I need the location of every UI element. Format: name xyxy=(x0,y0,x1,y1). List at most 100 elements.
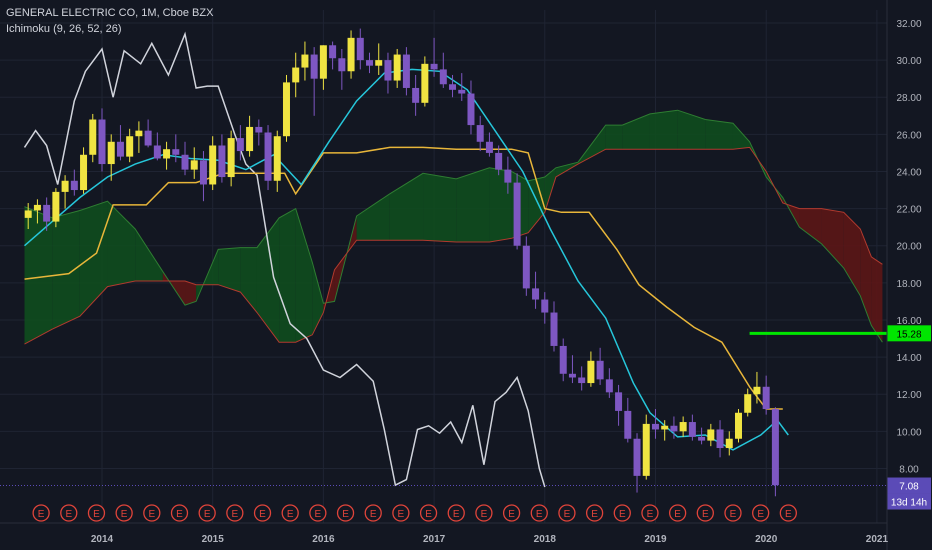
earnings-marker[interactable]: E xyxy=(530,504,548,522)
candle-body xyxy=(412,87,420,103)
cloud-segment xyxy=(860,229,872,326)
candle xyxy=(670,416,678,439)
earnings-marker[interactable]: E xyxy=(253,504,272,522)
candle-body xyxy=(116,141,124,157)
earnings-circle xyxy=(724,504,742,522)
earnings-circle xyxy=(60,504,78,522)
candle xyxy=(707,423,715,447)
candle-body xyxy=(301,54,309,68)
cloud-segment xyxy=(185,280,197,306)
cloud-segment xyxy=(135,229,163,281)
cloud-segment xyxy=(162,271,186,306)
earnings-marker[interactable]: E xyxy=(447,504,465,522)
earnings-marker[interactable]: E xyxy=(392,504,410,522)
candle xyxy=(393,48,401,88)
candle xyxy=(578,366,586,391)
candle-body xyxy=(633,438,641,476)
cloud-segment xyxy=(528,177,545,233)
candle-body xyxy=(402,54,410,88)
candle-body xyxy=(236,138,244,152)
earnings-label: E xyxy=(38,509,45,520)
candle-body xyxy=(716,429,724,449)
earnings-marker[interactable]: E xyxy=(143,504,161,522)
candle xyxy=(236,125,244,161)
earnings-marker[interactable]: E xyxy=(336,504,355,522)
earnings-marker[interactable]: E xyxy=(668,504,687,522)
earnings-label: E xyxy=(591,509,598,520)
earnings-marker[interactable]: E xyxy=(419,504,438,522)
earnings-marker[interactable]: E xyxy=(724,504,742,522)
candle xyxy=(412,74,420,116)
candle-body xyxy=(725,438,733,449)
candle xyxy=(246,115,254,157)
candle xyxy=(43,197,51,231)
earnings-marker[interactable]: E xyxy=(502,504,521,522)
candle xyxy=(347,30,355,79)
y-tick-label: 32.00 xyxy=(896,19,921,30)
earnings-marker[interactable]: E xyxy=(115,504,133,522)
earnings-marker[interactable]: E xyxy=(779,504,797,522)
candle xyxy=(476,115,484,152)
earnings-label: E xyxy=(121,509,128,520)
earnings-marker[interactable]: E xyxy=(226,504,244,522)
earnings-marker[interactable]: E xyxy=(309,504,327,522)
candle xyxy=(615,384,623,426)
earnings-marker[interactable]: E xyxy=(613,504,631,522)
candle xyxy=(33,199,41,224)
candle-body xyxy=(384,60,392,81)
earnings-marker[interactable]: E xyxy=(585,504,604,522)
cloud-segment xyxy=(52,210,80,330)
indicator-title[interactable]: Ichimoku (9, 26, 52, 26) xyxy=(6,23,122,35)
cloud-segment xyxy=(79,201,108,317)
last-price-box xyxy=(887,477,931,494)
candle xyxy=(338,48,346,90)
candle-body xyxy=(734,412,742,439)
earnings-label: E xyxy=(674,509,681,520)
earnings-label: E xyxy=(785,509,792,520)
earnings-marker[interactable]: E xyxy=(281,504,299,522)
candle-body xyxy=(366,60,374,66)
y-tick-label: 22.00 xyxy=(896,205,921,216)
candle-body xyxy=(439,69,447,85)
candle-body xyxy=(688,422,696,437)
candle-body xyxy=(144,130,152,146)
earnings-label: E xyxy=(370,509,377,520)
earnings-marker[interactable]: E xyxy=(87,504,106,522)
candle-body xyxy=(393,54,401,81)
candle-body xyxy=(762,386,770,410)
candle-body xyxy=(190,160,198,170)
earnings-marker[interactable]: E xyxy=(60,504,78,522)
symbol-title[interactable]: GENERAL ELECTRIC CO, 1M, Cboe BZX xyxy=(6,7,214,19)
candle xyxy=(356,28,364,70)
earnings-marker[interactable]: E xyxy=(696,504,714,522)
earnings-marker[interactable]: E xyxy=(558,504,576,522)
earnings-marker[interactable]: E xyxy=(364,504,382,522)
candle xyxy=(89,113,97,163)
earnings-marker[interactable]: E xyxy=(475,504,493,522)
candle-body xyxy=(153,145,161,159)
candle xyxy=(716,420,724,458)
candle-body xyxy=(52,191,60,222)
earnings-marker[interactable]: E xyxy=(198,504,216,522)
candle xyxy=(126,128,134,163)
earnings-marker[interactable]: E xyxy=(32,504,50,522)
candle xyxy=(218,134,226,183)
candle xyxy=(255,119,263,146)
candle-body xyxy=(670,425,678,432)
x-tick-label: 2016 xyxy=(312,534,335,545)
candle xyxy=(679,416,687,437)
candle-body xyxy=(107,141,115,165)
candle-body xyxy=(615,392,623,411)
candle xyxy=(52,188,60,228)
earnings-marker[interactable]: E xyxy=(752,504,770,522)
earnings-marker[interactable]: E xyxy=(170,504,189,522)
candle-body xyxy=(218,145,226,178)
earnings-marker[interactable]: E xyxy=(641,504,659,522)
candle xyxy=(273,130,281,192)
candle xyxy=(292,52,300,98)
candle xyxy=(116,125,124,161)
earnings-label: E xyxy=(453,509,460,520)
candle xyxy=(310,47,318,116)
